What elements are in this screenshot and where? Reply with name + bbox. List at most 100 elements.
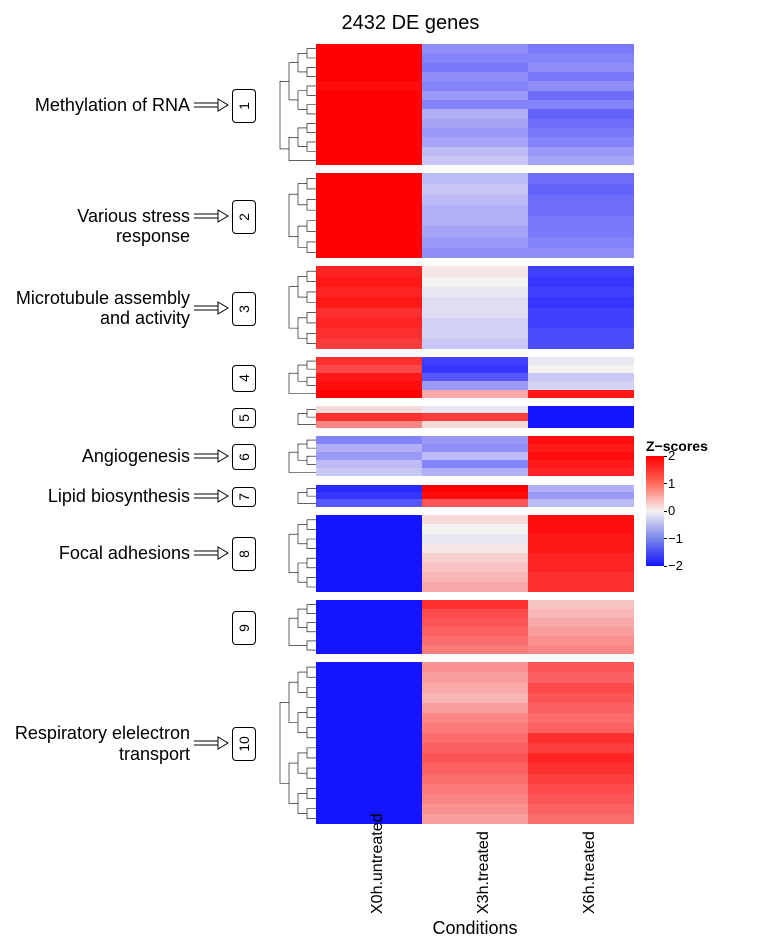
heatmap-cell	[528, 683, 634, 693]
cluster-number: 10	[232, 727, 256, 761]
heatmap-row	[316, 72, 634, 81]
heatmap-cell	[528, 627, 634, 636]
heatmap-cell	[422, 81, 528, 90]
heatmap-cell	[316, 184, 422, 195]
heatmap-row	[316, 544, 634, 554]
heatmap-cell	[316, 618, 422, 627]
annotation-arrow	[194, 448, 230, 464]
heatmap-cell	[528, 308, 634, 318]
heatmap-row	[316, 373, 634, 381]
heatmap-cell	[528, 499, 634, 506]
heatmap-row	[316, 662, 634, 672]
x-tick-label: X6h.treated	[528, 834, 634, 920]
heatmap-cell	[316, 63, 422, 72]
heatmap-cell	[528, 173, 634, 184]
heatmap-row	[316, 381, 634, 389]
heatmap-cell	[422, 390, 528, 398]
heatmap-row	[316, 563, 634, 573]
annotation-arrow	[194, 545, 230, 561]
heatmap-cell	[528, 248, 634, 259]
heatmap-row	[316, 485, 634, 492]
heatmap-cell	[316, 723, 422, 733]
legend-tick: 0	[668, 503, 675, 518]
heatmap-cell	[316, 553, 422, 563]
heatmap-cell	[316, 406, 422, 413]
x-tick-label: X3h.treated	[422, 834, 528, 920]
heatmap-cell	[422, 339, 528, 349]
annotation-arrow	[194, 488, 230, 504]
heatmap-row	[316, 452, 634, 460]
heatmap-cell	[422, 485, 528, 492]
heatmap-cell	[316, 216, 422, 227]
heatmap-cell	[422, 287, 528, 297]
heatmap-cell	[422, 804, 528, 814]
heatmap-cell	[316, 609, 422, 618]
heatmap-cell	[316, 205, 422, 216]
heatmap-cell	[528, 216, 634, 227]
heatmap-row	[316, 460, 634, 468]
heatmap-cell	[422, 645, 528, 654]
heatmap-row	[316, 534, 634, 544]
heatmap-cell	[422, 137, 528, 146]
dendro-cluster	[256, 44, 316, 165]
heatmap-cell	[422, 618, 528, 627]
heatmap-cell	[316, 662, 422, 672]
legend-tick: 1	[668, 476, 675, 491]
heatmap-cell	[316, 753, 422, 763]
heatmap-cell	[316, 600, 422, 609]
heatmap-cell	[422, 743, 528, 753]
heatmap-row	[316, 636, 634, 645]
heatmap-cell	[528, 492, 634, 499]
heatmap-cell	[422, 582, 528, 592]
heatmap-cell	[316, 128, 422, 137]
heatmap-cell	[316, 137, 422, 146]
heatmap-cluster	[316, 406, 634, 428]
heatmap-cell	[422, 600, 528, 609]
cluster-number: 3	[232, 292, 256, 326]
heatmap-cell	[528, 524, 634, 534]
heatmap-row	[316, 672, 634, 682]
heatmap-cell	[316, 248, 422, 259]
cluster-number: 2	[232, 200, 256, 234]
heatmap-cell	[422, 128, 528, 137]
heatmap-cell	[422, 662, 528, 672]
heatmap-cell	[316, 226, 422, 237]
heatmap-cell	[316, 774, 422, 784]
heatmap	[316, 44, 634, 824]
heatmap-cell	[528, 703, 634, 713]
heatmap-cell	[422, 753, 528, 763]
heatmap-cell	[316, 365, 422, 373]
heatmap-cell	[528, 381, 634, 389]
heatmap-cell	[528, 266, 634, 276]
cluster-number: 7	[232, 487, 256, 507]
heatmap-row	[316, 287, 634, 297]
heatmap-cell	[316, 100, 422, 109]
heatmap-row	[316, 328, 634, 338]
heatmap-cell	[316, 237, 422, 248]
heatmap-cell	[422, 147, 528, 156]
heatmap-row	[316, 109, 634, 118]
heatmap-cell	[316, 444, 422, 452]
heatmap-cell	[528, 328, 634, 338]
heatmap-cell	[316, 645, 422, 654]
heatmap-cell	[422, 534, 528, 544]
heatmap-cell	[422, 784, 528, 794]
heatmap-cell	[316, 636, 422, 645]
heatmap-cell	[422, 436, 528, 444]
heatmap-cell	[316, 81, 422, 90]
heatmap-cell	[422, 693, 528, 703]
heatmap-cell	[422, 553, 528, 563]
heatmap-row	[316, 733, 634, 743]
heatmap-cell	[528, 662, 634, 672]
heatmap-cell	[422, 452, 528, 460]
x-axis-title: Conditions	[316, 918, 634, 939]
heatmap-row	[316, 91, 634, 100]
heatmap-cell	[528, 72, 634, 81]
heatmap-cell	[316, 381, 422, 389]
heatmap-row	[316, 609, 634, 618]
heatmap-row	[316, 572, 634, 582]
heatmap-cell	[528, 339, 634, 349]
heatmap-cell	[316, 339, 422, 349]
heatmap-cell	[528, 794, 634, 804]
heatmap-row	[316, 743, 634, 753]
